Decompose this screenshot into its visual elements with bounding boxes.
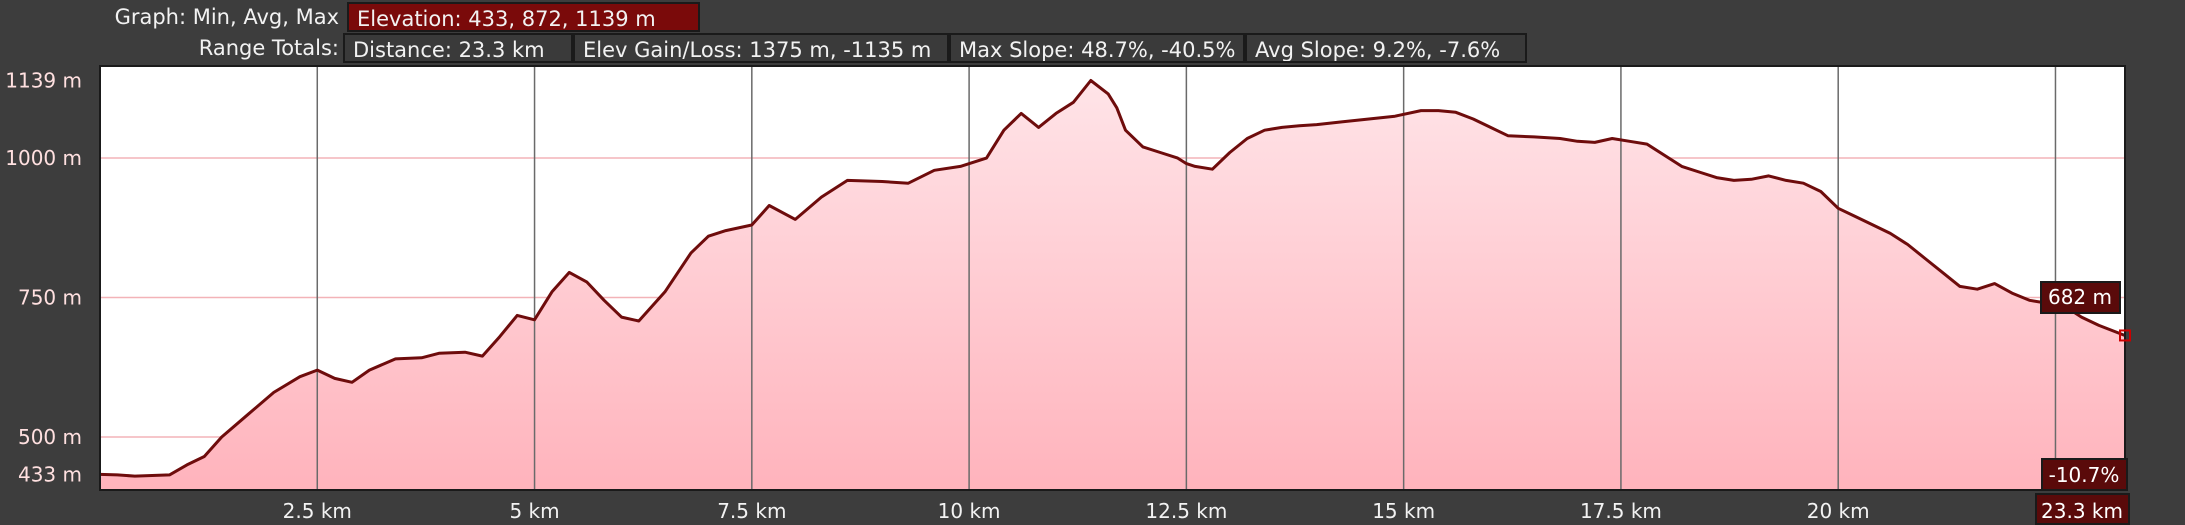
cursor-elevation-box (2040, 281, 2121, 314)
cursor-readout: 682 m -10.7% 23.3 km (2035, 281, 2131, 525)
x-tick-label: 7.5 km (717, 499, 786, 523)
plot-border (99, 65, 2126, 491)
gain-loss-stat-box: Elev Gain/Loss: 1375 m, -1135 m (573, 33, 949, 63)
distance-stat-box: Distance: 23.3 km (343, 33, 573, 63)
cursor-slope-box (2041, 458, 2128, 491)
graph-mode-label: Graph: Min, Avg, Max (114, 5, 339, 29)
x-axis-tick-labels: 2.5 km 5 km 7.5 km 10 km 12.5 km 15 km 17.5 km… (283, 499, 1870, 523)
y-tick-label: 500 m (18, 425, 82, 449)
x-tick-label: 2.5 km (283, 499, 352, 523)
x-tick-label: 20 km (1807, 499, 1870, 523)
range-totals-label: Range Totals: (198, 36, 339, 60)
elevation-stat-box: Elevation: 433, 872, 1139 m (347, 2, 700, 32)
max-slope-stat-box: Max Slope: 48.7%, -40.5% (949, 33, 1245, 63)
y-tick-label: 1000 m (5, 146, 82, 170)
y-axis-tick-labels: 1139 m 1000 m 750 m 500 m 433 m (5, 69, 82, 487)
x-tick-label: 10 km (938, 499, 1001, 523)
x-tick-label: 17.5 km (1580, 499, 1662, 523)
avg-slope-stat-box: Avg Slope: 9.2%, -7.6% (1245, 33, 1527, 63)
cursor-marker (2119, 329, 2131, 342)
x-tick-label: 15 km (1372, 499, 1435, 523)
x-tick-label: 12.5 km (1145, 499, 1227, 523)
cursor-distance-label: 23.3 km (2041, 499, 2123, 523)
elevation-area-fill (100, 80, 2125, 490)
x-tick-label: 5 km (509, 499, 559, 523)
vertical-grid-lines (316, 66, 2057, 490)
cursor-elevation-label: 682 m (2048, 285, 2112, 309)
cursor-slope-label: -10.7% (2049, 463, 2120, 487)
y-tick-label: 433 m (18, 462, 82, 486)
y-tick-label: 750 m (18, 286, 82, 310)
cursor-distance-box (2035, 493, 2130, 525)
elevation-series-line (99, 79, 2126, 478)
y-tick-label: 1139 m (5, 69, 82, 93)
